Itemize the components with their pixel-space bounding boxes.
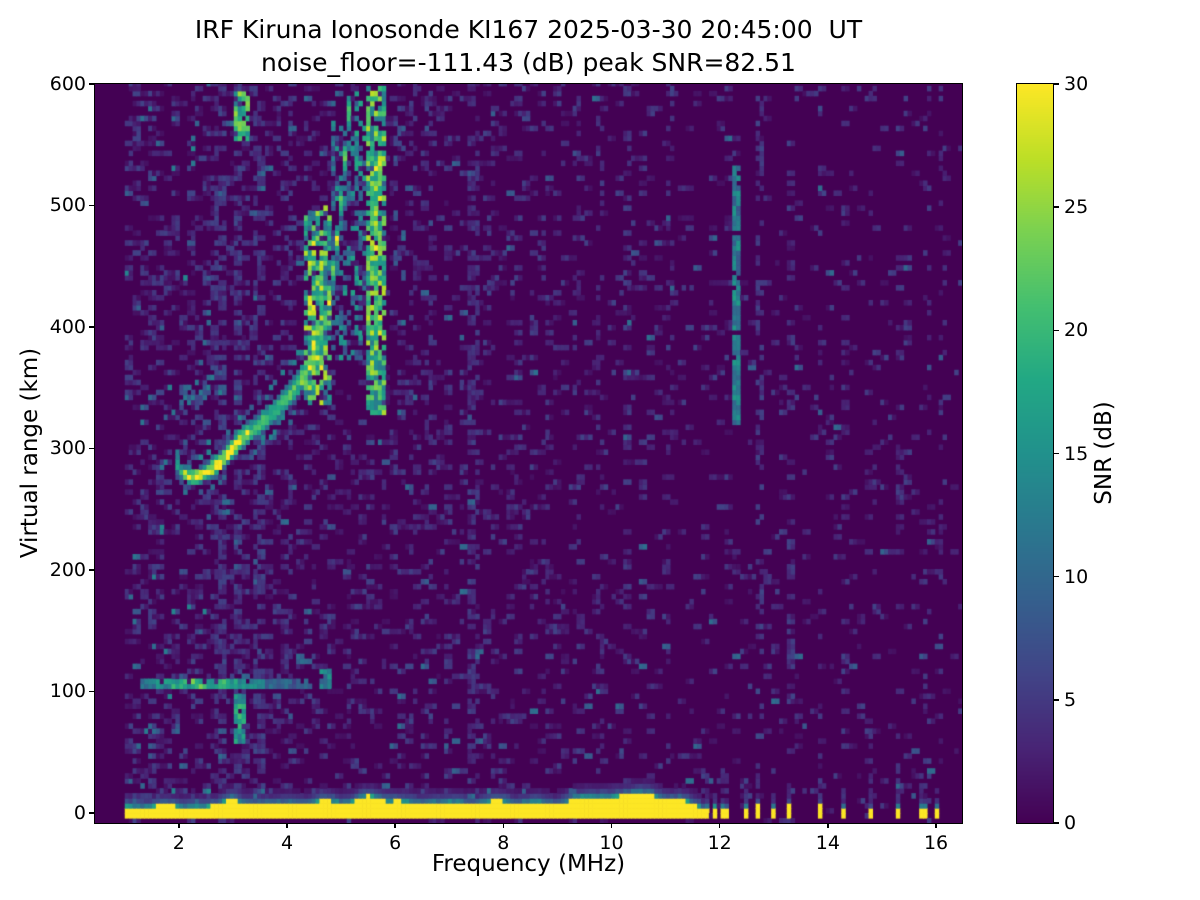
- x-tick-mark: [935, 823, 937, 828]
- colorbar-tick-label: 25: [1064, 196, 1089, 219]
- y-tick-label: 0: [73, 801, 86, 824]
- colorbar-tick-label: 15: [1064, 442, 1089, 465]
- colorbar-tick-mark: [1054, 83, 1059, 85]
- y-tick-mark: [89, 569, 94, 571]
- y-tick-mark: [89, 447, 94, 450]
- x-tick-label: 8: [497, 832, 510, 854]
- y-tick-label: 300: [49, 437, 86, 460]
- colorbar-tick-mark: [1054, 699, 1059, 701]
- colorbar-tick-label: 0: [1064, 812, 1077, 834]
- y-tick-mark: [89, 204, 94, 207]
- x-tick-mark: [502, 823, 505, 828]
- x-tick-label: 12: [707, 832, 732, 854]
- colorbar-tick-label: 30: [1064, 73, 1089, 95]
- x-tick-mark: [286, 823, 288, 828]
- colorbar-tick-mark: [1054, 575, 1059, 578]
- x-tick-mark: [827, 823, 829, 828]
- y-tick-mark: [89, 83, 94, 85]
- y-tick-mark: [89, 812, 94, 814]
- ionogram-heatmap-canvas: [95, 84, 962, 823]
- x-tick-label: 16: [923, 832, 949, 854]
- x-tick-mark: [394, 823, 396, 828]
- y-tick-mark: [89, 690, 94, 693]
- colorbar-gradient-canvas: [1017, 84, 1053, 823]
- y-tick-label: 100: [49, 680, 86, 703]
- colorbar-label: SNR (dB): [1091, 401, 1117, 505]
- y-axis-label: Virtual range (km): [17, 347, 43, 559]
- colorbar-tick-label: 20: [1064, 319, 1089, 342]
- x-tick-label: 6: [389, 832, 402, 854]
- x-tick-mark: [718, 823, 721, 828]
- colorbar-tick-label: 10: [1064, 565, 1089, 588]
- y-tick-label: 600: [49, 73, 86, 95]
- colorbar-tick-mark: [1054, 452, 1059, 455]
- y-tick-label: 400: [49, 315, 86, 338]
- colorbar-tick-mark: [1054, 206, 1059, 208]
- x-tick-label: 10: [599, 832, 624, 854]
- x-tick-mark: [610, 823, 613, 828]
- y-tick-label: 200: [49, 558, 86, 581]
- x-tick-label: 2: [172, 832, 185, 854]
- y-tick-label: 500: [49, 194, 86, 217]
- colorbar-tick-mark: [1054, 329, 1059, 332]
- colorbar-tick-label: 5: [1064, 688, 1077, 711]
- x-tick-label: 14: [815, 832, 840, 854]
- y-tick-mark: [89, 326, 94, 328]
- chart-subtitle: noise_floor=-111.43 (dB) peak SNR=82.51: [261, 48, 796, 77]
- colorbar-tick-mark: [1054, 822, 1059, 824]
- x-axis-label: Frequency (MHz): [431, 851, 626, 877]
- x-tick-label: 4: [280, 832, 294, 854]
- chart-title: IRF Kiruna Ionosonde KI167 2025-03-30 20…: [194, 15, 863, 44]
- x-tick-mark: [178, 823, 180, 828]
